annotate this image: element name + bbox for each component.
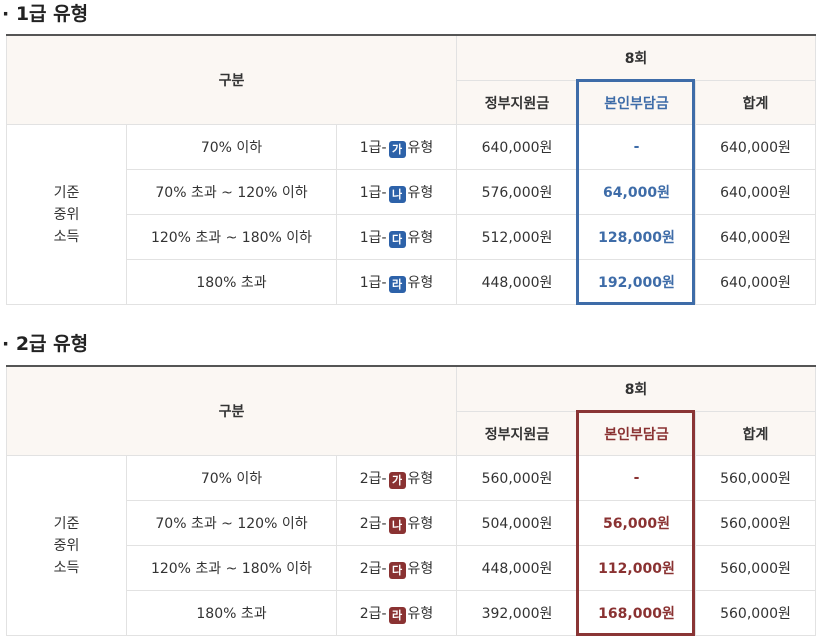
total-amount: 560,000원 — [695, 455, 816, 501]
type-badge: 다 — [388, 230, 406, 248]
header-total: 합계 — [695, 411, 816, 456]
table-row: 70% 초과 ~ 120% 이하 2급- 나 유형 504,000원 56,000원… — [7, 500, 816, 546]
type-badge: 가 — [388, 471, 406, 489]
row-group-label-line: 기준 — [53, 184, 80, 201]
row-group-label-line: 중위 — [53, 206, 80, 223]
type-cell: 1급- 다 유형 — [336, 214, 457, 260]
gov-amount: 640,000원 — [456, 124, 578, 170]
gov-amount: 576,000원 — [456, 169, 578, 215]
gov-amount: 504,000원 — [456, 500, 578, 546]
header-category: 구분 — [6, 365, 457, 456]
gov-amount: 560,000원 — [456, 455, 578, 501]
total-amount: 560,000원 — [695, 590, 816, 636]
self-amount: 192,000원 — [577, 259, 696, 305]
row-group-label-line: 기준 — [53, 515, 80, 532]
self-amount: 64,000원 — [577, 169, 696, 215]
header-sessions: 8회 — [456, 34, 816, 81]
gov-amount: 448,000원 — [456, 259, 578, 305]
type-cell: 2급- 가 유형 — [336, 455, 457, 501]
type-cell: 2급- 나 유형 — [336, 500, 457, 546]
type-cell: 1급- 라 유형 — [336, 259, 457, 305]
header-self-pay: 본인부담금 — [577, 411, 696, 456]
table-row: 70% 초과 ~ 120% 이하 1급- 나 유형 576,000원 64,000원… — [7, 169, 816, 215]
type-cell: 2급- 다 유형 — [336, 545, 457, 591]
type-badge: 라 — [388, 606, 406, 624]
income-range: 70% 초과 ~ 120% 이하 — [126, 500, 337, 546]
type-cell: 2급- 라 유형 — [336, 590, 457, 636]
self-amount: - — [577, 124, 696, 170]
income-range: 120% 초과 ~ 180% 이하 — [126, 545, 337, 591]
type-badge: 나 — [388, 185, 406, 203]
self-amount: 128,000원 — [577, 214, 696, 260]
table-row: 120% 초과 ~ 180% 이하 1급- 다 유형 512,000원 128,00… — [7, 214, 816, 260]
type-badge: 가 — [388, 140, 406, 158]
income-range: 70% 이하 — [126, 124, 337, 170]
gov-amount: 512,000원 — [456, 214, 578, 260]
total-amount: 640,000원 — [695, 259, 816, 305]
total-amount: 560,000원 — [695, 545, 816, 591]
header-gov-subsidy: 정부지원금 — [456, 411, 578, 456]
type-badge: 다 — [388, 561, 406, 579]
header-total: 합계 — [695, 80, 816, 125]
row-group-label-line: 중위 — [53, 537, 80, 554]
income-range: 120% 초과 ~ 180% 이하 — [126, 214, 337, 260]
table-row: 120% 초과 ~ 180% 이하 2급- 다 유형 448,000원 112,00… — [7, 545, 816, 591]
table-row: 180% 초과 1급- 라 유형 448,000원 192,000원 640,000… — [7, 259, 816, 305]
total-amount: 640,000원 — [695, 169, 816, 215]
income-range: 70% 초과 ~ 120% 이하 — [126, 169, 337, 215]
self-amount: 56,000원 — [577, 500, 696, 546]
type-cell: 1급- 나 유형 — [336, 169, 457, 215]
income-range: 70% 이하 — [126, 455, 337, 501]
self-amount: 112,000원 — [577, 545, 696, 591]
header-category: 구분 — [6, 34, 457, 125]
type-cell: 1급- 가 유형 — [336, 124, 457, 170]
row-group-label-line: 소득 — [53, 559, 80, 576]
section-title-grade2: · 2급 유형 — [2, 333, 89, 355]
type-badge: 나 — [388, 516, 406, 534]
header-self-pay: 본인부담금 — [577, 80, 696, 125]
type-badge: 라 — [388, 275, 406, 293]
total-amount: 560,000원 — [695, 500, 816, 546]
table-row: 180% 초과 2급- 라 유형 392,000원 168,000원 560,000… — [7, 590, 816, 636]
income-range: 180% 초과 — [126, 259, 337, 305]
gov-amount: 392,000원 — [456, 590, 578, 636]
section-title-grade1: · 1급 유형 — [2, 3, 89, 25]
total-amount: 640,000원 — [695, 124, 816, 170]
header-sessions: 8회 — [456, 365, 816, 412]
row-group-label-line: 소득 — [53, 228, 80, 245]
self-amount: 168,000원 — [577, 590, 696, 636]
income-range: 180% 초과 — [126, 590, 337, 636]
self-amount: - — [577, 455, 696, 501]
total-amount: 640,000원 — [695, 214, 816, 260]
gov-amount: 448,000원 — [456, 545, 578, 591]
header-gov-subsidy: 정부지원금 — [456, 80, 578, 125]
